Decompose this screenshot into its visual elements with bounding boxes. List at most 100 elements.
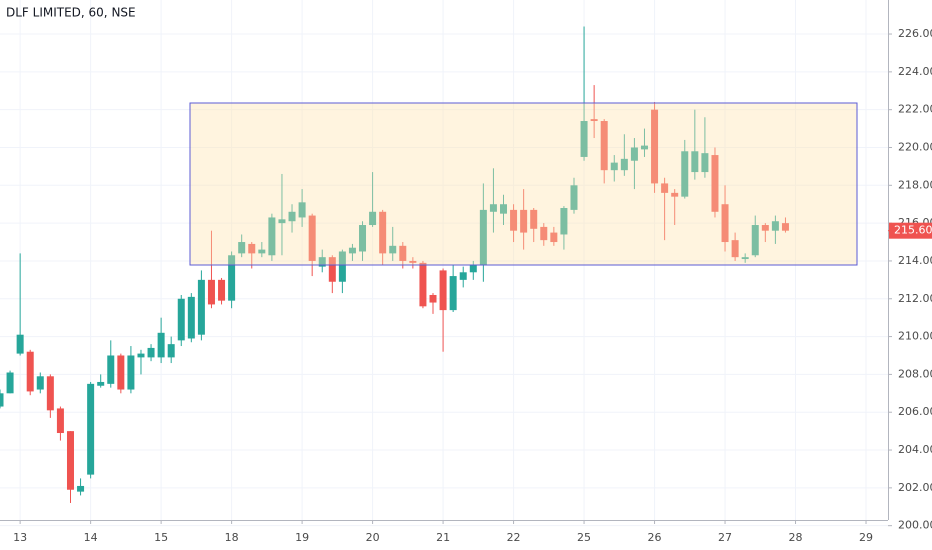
candle-body (46, 376, 54, 411)
candle-body (16, 334, 24, 354)
y-tick-label: 204.00 (898, 443, 932, 456)
candle-body (87, 383, 95, 475)
candle-body (389, 245, 397, 254)
y-tick-label: 212.00 (898, 292, 932, 305)
y-tick-label: 222.00 (898, 103, 932, 116)
candle-body (681, 151, 689, 197)
y-tick-label: 202.00 (898, 481, 932, 494)
candle-body (167, 344, 175, 358)
x-tick-label: 14 (84, 531, 98, 544)
candle-body (268, 217, 276, 256)
candle-body (228, 255, 236, 301)
candle-body (459, 272, 467, 280)
candle-body (107, 355, 115, 384)
candle-body (278, 219, 286, 224)
candle-body (77, 485, 85, 492)
candle-body (147, 347, 155, 358)
candle-body (379, 211, 387, 254)
candle-body (701, 153, 709, 173)
candle-body (127, 355, 135, 390)
candle-body (671, 192, 679, 197)
x-tick-label: 20 (366, 531, 380, 544)
last-price-label: 215.60 (894, 224, 932, 237)
candle-body (318, 257, 326, 267)
candle-body (630, 147, 638, 161)
candle-body (248, 243, 256, 254)
candle-body (560, 208, 568, 235)
candle-body (97, 381, 105, 386)
candle-body (26, 351, 34, 392)
candle-body (741, 257, 749, 260)
candle-body (781, 223, 789, 231)
x-tick-label: 25 (577, 531, 591, 544)
candle-body (469, 264, 477, 273)
candle-body (419, 262, 427, 307)
y-tick-label: 208.00 (898, 367, 932, 380)
y-tick-label: 214.00 (898, 254, 932, 267)
candle-body (0, 393, 4, 407)
axes: 200.00 202.00 204.00 206.00 208.00 210.00 212.… (13, 27, 932, 544)
candle-body (117, 355, 125, 390)
last-price-box (889, 222, 932, 239)
x-tick-label: 19 (295, 531, 309, 544)
candle-body (238, 242, 246, 254)
candle-body (691, 151, 699, 173)
candle-body (610, 162, 618, 171)
candle-body (771, 221, 779, 231)
candle-body (197, 279, 205, 335)
y-tick-label: 220.00 (898, 140, 932, 153)
candle-body (489, 204, 497, 212)
candle-body (580, 121, 588, 157)
candle-body (590, 119, 598, 122)
x-tick-label: 22 (507, 531, 521, 544)
candle-body (338, 251, 346, 282)
candle-body (359, 225, 367, 252)
candle-body (711, 155, 719, 212)
y-tick-label: 224.00 (898, 65, 932, 78)
x-tick-label: 15 (154, 531, 168, 544)
candle-body (399, 245, 407, 261)
candle-body (288, 211, 296, 222)
candle-body (761, 225, 769, 231)
candle-body (570, 185, 578, 210)
range-box (189, 102, 858, 266)
x-tick-label: 21 (436, 531, 450, 544)
x-tick-label: 27 (718, 531, 732, 544)
candle-body (137, 353, 145, 358)
candle-body (479, 209, 487, 265)
candle-body (721, 204, 729, 243)
candle-body (439, 270, 447, 311)
candle-body (348, 247, 356, 254)
candle-body (640, 145, 648, 150)
x-tick-label: 28 (789, 531, 803, 544)
candle-body (409, 260, 417, 263)
candle-body (157, 332, 165, 358)
x-tick-label: 18 (225, 531, 239, 544)
candle-body (449, 276, 457, 311)
candle-body (540, 226, 548, 241)
candle-body (6, 372, 14, 394)
x-tick-label: 26 (648, 531, 662, 544)
y-tick-label: 218.00 (898, 178, 932, 191)
candle-body (56, 408, 64, 434)
y-tick-label: 210.00 (898, 330, 932, 343)
candle-body (550, 232, 558, 243)
y-tick-label: 206.00 (898, 405, 932, 418)
candle-body (207, 279, 215, 305)
y-tick-label: 226.00 (898, 27, 932, 40)
candle-body (600, 121, 608, 171)
candle-body (218, 279, 226, 301)
candle-body (36, 376, 44, 390)
candle-body (258, 249, 266, 254)
chart-title: DLF LIMITED, 60, NSE (6, 6, 136, 20)
candle-body (66, 431, 74, 490)
candle-body (751, 225, 759, 256)
x-tick-label: 29 (859, 531, 873, 544)
candle-body (308, 215, 316, 261)
candle-body (429, 294, 437, 303)
candle-body (731, 240, 739, 258)
candle-body (500, 204, 507, 214)
candle-body (651, 109, 659, 184)
candle-body (620, 158, 628, 171)
candle-body (520, 209, 528, 233)
